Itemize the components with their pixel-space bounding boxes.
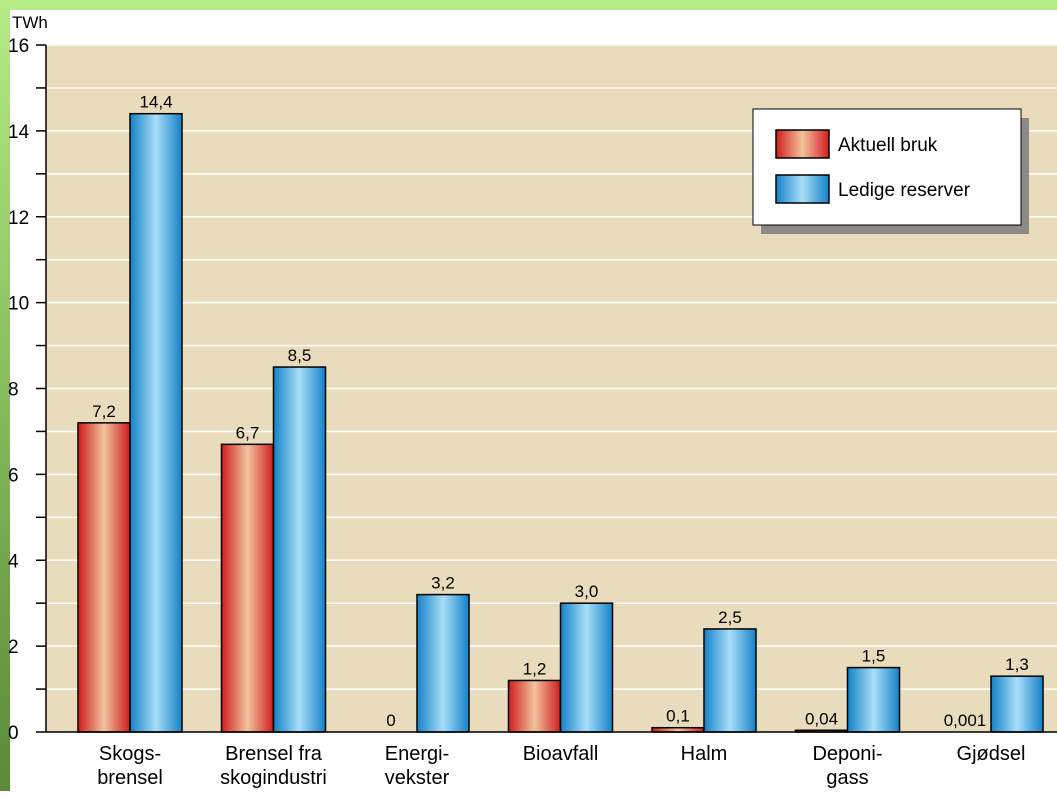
y-tick-label: 8 bbox=[8, 380, 19, 401]
data-label-ledige-reserver: 1,3 bbox=[1005, 655, 1029, 674]
x-category-label: Gjødsel bbox=[957, 743, 1026, 765]
y-tick-label: 12 bbox=[8, 208, 29, 229]
data-label-aktuell-bruk: 0 bbox=[386, 711, 395, 730]
data-label-ledige-reserver: 14,4 bbox=[139, 93, 172, 112]
legend-box bbox=[752, 108, 1022, 226]
x-category-label: skogindustri bbox=[220, 767, 327, 789]
y-tick-label: 4 bbox=[8, 551, 19, 572]
data-label-ledige-reserver: 8,5 bbox=[288, 346, 312, 365]
x-category-label: Skogs- bbox=[99, 743, 161, 765]
x-category-label: Bioavfall bbox=[523, 743, 599, 765]
bar-ledige-reserver bbox=[703, 628, 757, 733]
legend-swatch-aktuell-bruk bbox=[775, 129, 830, 159]
data-label-ledige-reserver: 2,5 bbox=[718, 608, 742, 627]
data-label-aktuell-bruk: 0,04 bbox=[805, 709, 838, 728]
legend-swatch-ledige-reserver bbox=[775, 174, 830, 204]
y-tick-label: 0 bbox=[8, 723, 19, 744]
bar-ledige-reserver bbox=[559, 602, 614, 733]
x-category-label: Energi- bbox=[385, 743, 449, 765]
y-tick-label: 6 bbox=[8, 465, 19, 486]
bar-aktuell-bruk bbox=[220, 443, 275, 733]
bar-ledige-reserver bbox=[990, 675, 1044, 733]
y-tick-label: 16 bbox=[8, 36, 29, 57]
legend-label-aktuell-bruk: Aktuell bruk bbox=[838, 135, 938, 156]
x-category-label: Brensel fra bbox=[225, 743, 323, 765]
bar-ledige-reserver bbox=[272, 366, 327, 733]
legend: Aktuell bruk Ledige reserver bbox=[752, 108, 1029, 234]
x-category-label: Deponi- bbox=[812, 743, 882, 765]
data-label-ledige-reserver: 1,5 bbox=[862, 647, 886, 666]
y-tick-label: 10 bbox=[8, 294, 29, 315]
y-tick-label: 2 bbox=[8, 637, 19, 658]
data-label-aktuell-bruk: 1,2 bbox=[523, 659, 547, 678]
y-axis-label: TWh bbox=[12, 13, 48, 32]
x-category-label: brensel bbox=[97, 767, 163, 789]
legend-label-ledige-reserver: Ledige reserver bbox=[838, 180, 971, 201]
x-category-label: Halm bbox=[681, 743, 728, 765]
bars: 7,2 14,4 6,7 8,5 0 3,2 1,2 3,0 0,1 2,5 0,04 1,5 0,00… bbox=[77, 93, 1044, 733]
x-category-label: gass bbox=[826, 767, 868, 789]
data-label-ledige-reserver: 3,2 bbox=[431, 574, 455, 593]
y-tick-label: 14 bbox=[8, 122, 30, 143]
data-label-aktuell-bruk: 6,7 bbox=[236, 423, 260, 442]
bar-ledige-reserver bbox=[129, 112, 183, 733]
bar-aktuell-bruk bbox=[77, 422, 131, 733]
data-label-aktuell-bruk: 0,1 bbox=[666, 707, 690, 726]
bar-aktuell-bruk bbox=[507, 679, 562, 733]
data-label-ledige-reserver: 3,0 bbox=[575, 582, 599, 601]
bar-ledige-reserver bbox=[416, 593, 470, 733]
y-axis: 0 2 4 6 8 10 12 14 16 bbox=[8, 36, 47, 744]
data-label-aktuell-bruk: 7,2 bbox=[92, 402, 116, 421]
bar-ledige-reserver bbox=[846, 666, 901, 733]
data-label-aktuell-bruk: 0,001 bbox=[944, 711, 987, 730]
x-category-label: vekster bbox=[385, 767, 450, 789]
